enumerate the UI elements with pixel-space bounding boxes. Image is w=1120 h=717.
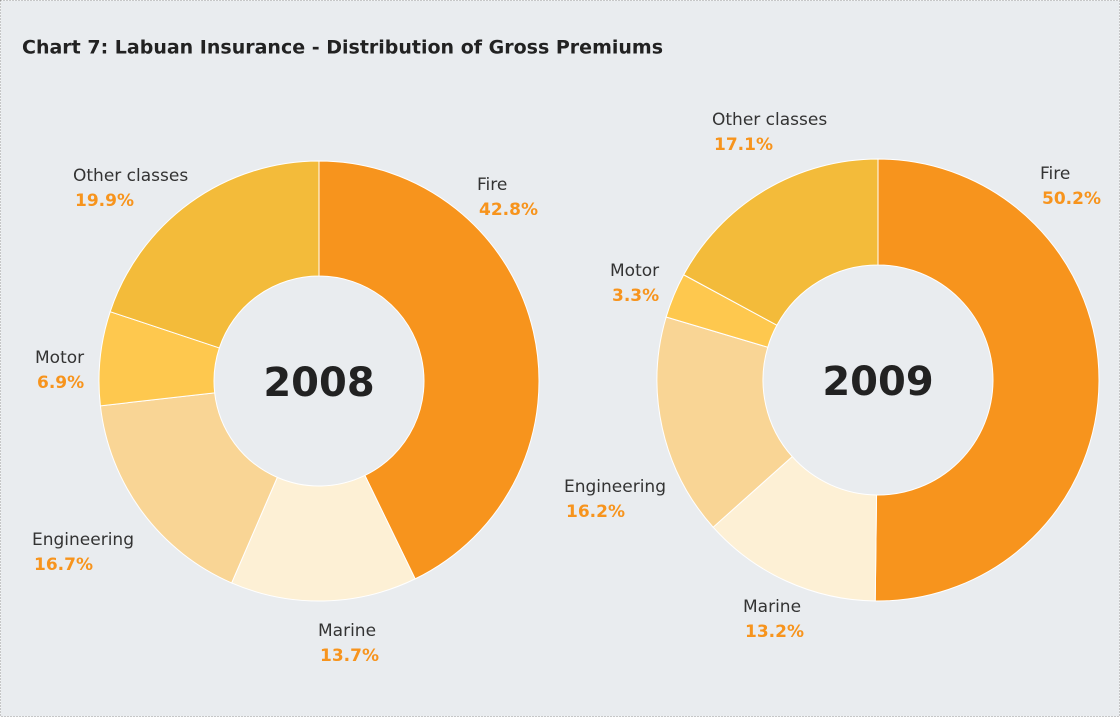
segment-name: Engineering: [564, 477, 666, 497]
segment-name: Other classes: [73, 166, 188, 186]
donut-segment: [318, 160, 540, 580]
segment-name: Engineering: [32, 530, 134, 550]
segment-value: 17.1%: [714, 135, 773, 155]
segment-value: 3.3%: [612, 286, 659, 306]
segment-name: Marine: [743, 597, 801, 617]
segment-value: 6.9%: [37, 373, 84, 393]
segment-value: 13.2%: [745, 622, 804, 642]
center-label: 2009: [822, 359, 933, 405]
segment-name: Marine: [318, 621, 376, 641]
segment-name: Fire: [1040, 164, 1070, 184]
donut-segment: [109, 160, 320, 349]
donut-segment: [99, 392, 278, 584]
segment-value: 13.7%: [320, 646, 379, 666]
donut-segment: [682, 158, 879, 326]
segment-value: 42.8%: [479, 200, 538, 220]
segment-value: 16.7%: [34, 555, 93, 575]
segment-value: 16.2%: [566, 502, 625, 522]
chart-title: Chart 7: Labuan Insurance - Distribution…: [22, 37, 663, 59]
segment-name: Other classes: [712, 110, 827, 130]
donut-segment: [230, 474, 416, 602]
segment-value: 50.2%: [1042, 189, 1101, 209]
donut-segment: [874, 158, 1100, 602]
donut-segment: [656, 316, 793, 528]
segment-name: Motor: [610, 261, 659, 281]
segment-value: 19.9%: [75, 191, 134, 211]
segment-name: Motor: [35, 348, 84, 368]
center-label: 2008: [263, 360, 374, 406]
segment-name: Fire: [477, 175, 507, 195]
